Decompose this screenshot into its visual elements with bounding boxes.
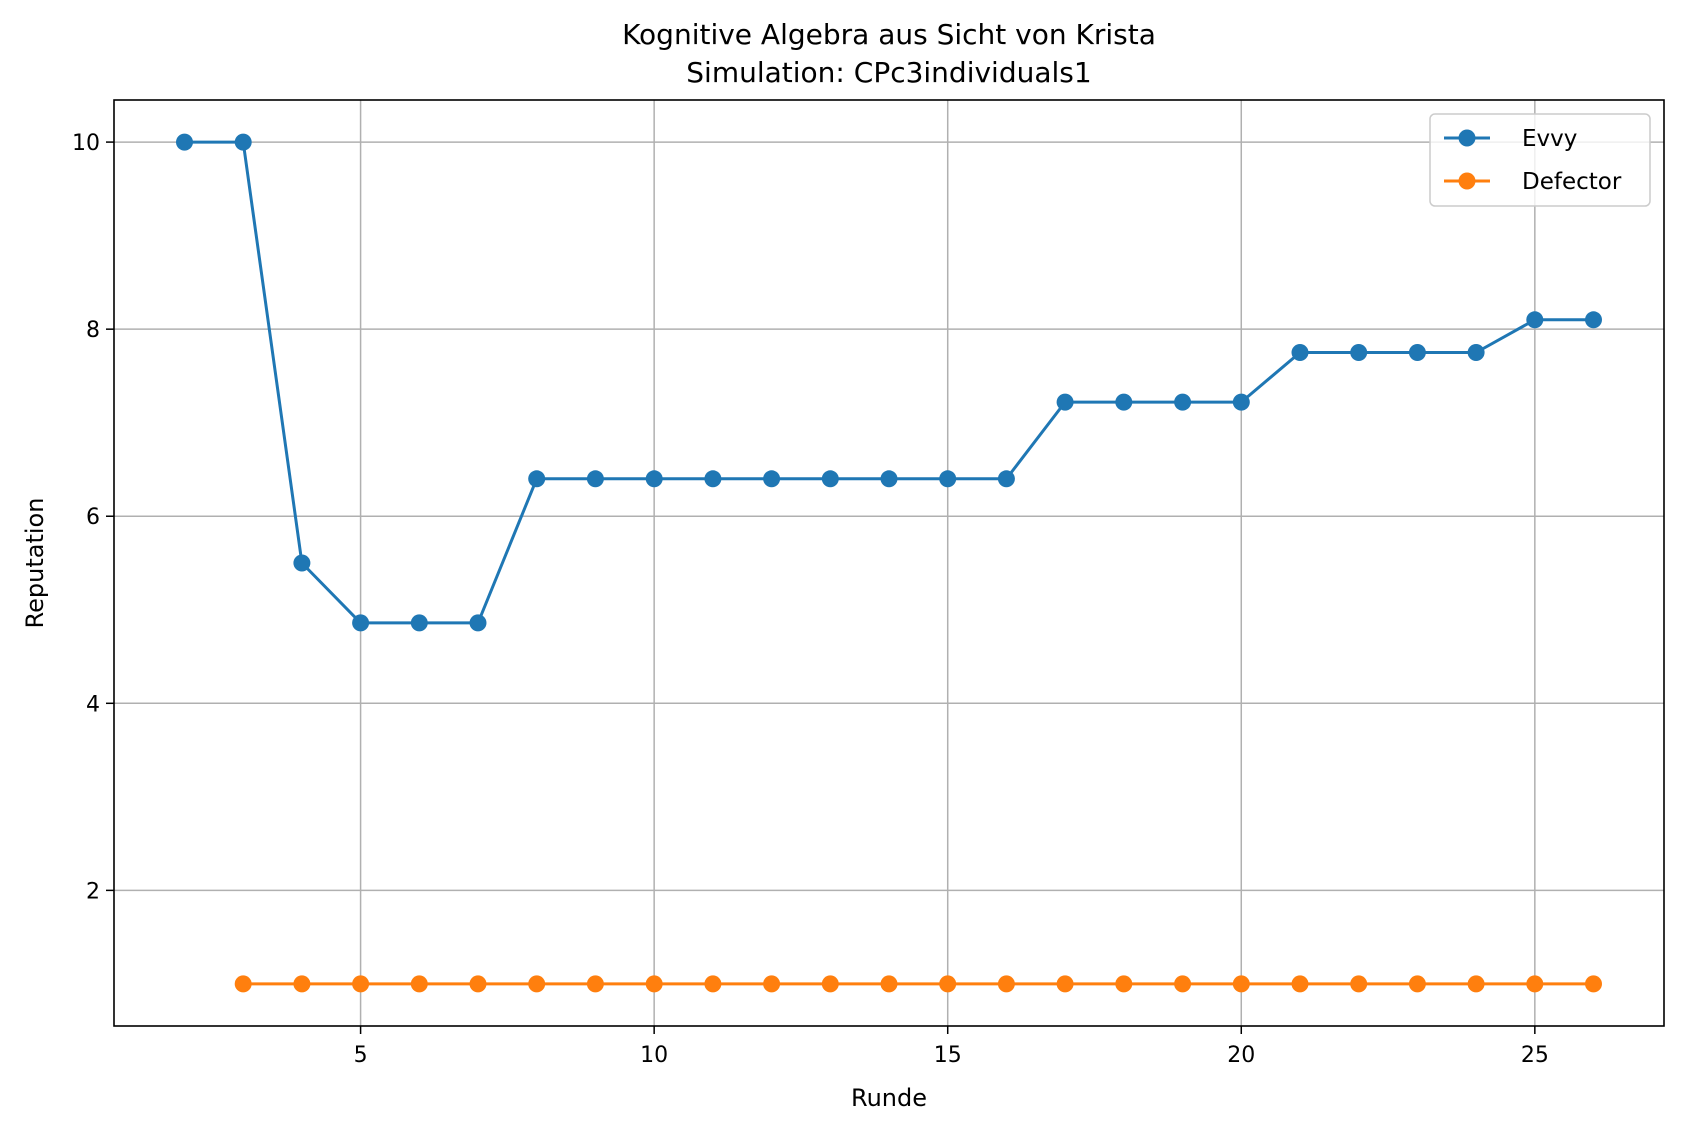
data-point-defector xyxy=(1350,975,1368,993)
data-point-defector xyxy=(410,975,428,993)
data-point-defector xyxy=(1526,975,1544,993)
data-point-evvy xyxy=(1585,311,1602,329)
data-point-evvy xyxy=(821,470,839,488)
data-point-evvy xyxy=(645,470,663,488)
legend-marker-defector xyxy=(1458,172,1476,190)
data-point-evvy xyxy=(293,554,311,572)
data-point-defector xyxy=(997,975,1015,993)
data-point-defector xyxy=(1056,975,1074,993)
data-point-evvy xyxy=(586,470,604,488)
y-tick-label: 4 xyxy=(86,692,100,717)
legend-label-defector: Defector xyxy=(1522,169,1622,195)
legend-marker-evvy xyxy=(1458,129,1476,147)
x-tick-label: 20 xyxy=(1227,1043,1255,1068)
data-point-defector xyxy=(939,975,957,993)
data-point-evvy xyxy=(997,470,1015,488)
grid xyxy=(114,100,1664,1026)
data-point-evvy xyxy=(1291,344,1309,361)
data-point-evvy xyxy=(176,133,193,151)
data-point-defector xyxy=(704,975,722,993)
data-point-evvy xyxy=(704,470,722,488)
data-point-evvy xyxy=(763,470,781,488)
data-point-defector xyxy=(1467,975,1485,993)
data-point-defector xyxy=(1174,975,1192,993)
data-point-evvy xyxy=(469,614,487,632)
chart-subtitle: Simulation: CPc3individuals1 xyxy=(686,56,1091,89)
data-point-evvy xyxy=(1115,393,1133,411)
data-point-defector xyxy=(234,975,252,993)
data-point-evvy xyxy=(1056,393,1074,411)
data-point-evvy xyxy=(1350,344,1368,361)
x-axis-label: Runde xyxy=(851,1084,927,1112)
data-point-evvy xyxy=(1408,344,1426,361)
data-point-evvy xyxy=(1467,344,1485,361)
x-tick-label: 15 xyxy=(934,1043,962,1068)
data-point-evvy xyxy=(410,614,428,632)
data-point-defector xyxy=(352,975,370,993)
data-point-evvy xyxy=(352,614,370,632)
data-point-defector xyxy=(1115,975,1133,993)
data-point-defector xyxy=(293,975,311,993)
data-point-defector xyxy=(586,975,604,993)
y-axis-label: Reputation xyxy=(21,498,49,629)
data-point-defector xyxy=(821,975,839,993)
chart-title: Kognitive Algebra aus Sicht von Krista xyxy=(622,18,1156,51)
x-tick-label: 5 xyxy=(354,1043,368,1068)
data-point-evvy xyxy=(1232,393,1250,411)
x-tick-label: 10 xyxy=(640,1043,668,1068)
plot-frame xyxy=(113,99,1665,1027)
data-point-defector xyxy=(645,975,663,993)
data-point-defector xyxy=(528,975,546,993)
data-point-evvy xyxy=(1526,311,1544,329)
data-point-defector xyxy=(1232,975,1250,993)
y-tick-label: 10 xyxy=(72,131,100,156)
legend-label-evvy: Evvy xyxy=(1522,126,1577,152)
series-layer xyxy=(176,133,1602,993)
data-point-evvy xyxy=(1174,393,1192,411)
data-point-evvy xyxy=(234,133,252,151)
data-point-evvy xyxy=(880,470,898,488)
data-point-defector xyxy=(763,975,781,993)
legend: Evvy Defector xyxy=(1429,113,1651,207)
data-point-defector xyxy=(469,975,487,993)
y-tick-label: 8 xyxy=(86,318,100,343)
data-point-defector xyxy=(1408,975,1426,993)
data-point-defector xyxy=(880,975,898,993)
data-point-defector xyxy=(1585,975,1602,993)
data-point-defector xyxy=(1291,975,1309,993)
y-tick-label: 6 xyxy=(86,505,100,530)
data-point-evvy xyxy=(528,470,546,488)
y-tick-label: 2 xyxy=(86,879,100,904)
axis-ticks: 5 10 15 20 25 2 4 6 8 10 xyxy=(72,131,1549,1068)
x-tick-label: 25 xyxy=(1521,1043,1549,1068)
series-line-evvy xyxy=(184,140,1594,625)
data-point-evvy xyxy=(939,470,957,488)
